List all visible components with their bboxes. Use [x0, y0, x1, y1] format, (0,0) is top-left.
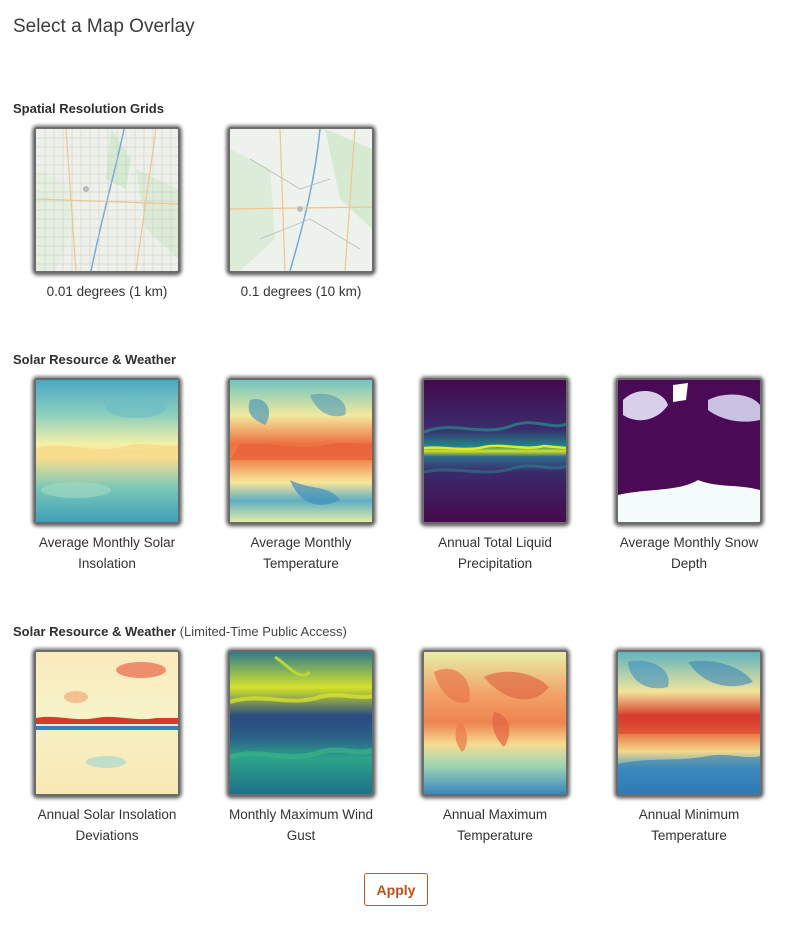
section-heading-solar-weather: Solar Resource & Weather — [13, 352, 177, 367]
overlay-option-grid-10km[interactable]: 0.1 degrees (10 km) — [204, 127, 398, 302]
overlay-option-label: Annual Maximum Temperature — [442, 807, 548, 843]
section-access-note: (Limited-Time Public Access) — [179, 624, 347, 639]
overlay-option-label: Average Monthly Temperature — [250, 535, 352, 571]
page-title: Select a Map Overlay — [13, 16, 195, 37]
overlay-option-insolation-deviations[interactable]: Annual Solar Insolation Deviations — [10, 650, 204, 846]
overlay-option-max-temperature[interactable]: Annual Maximum Temperature — [398, 650, 592, 846]
section-heading-resolution-grids: Spatial Resolution Grids — [13, 101, 164, 116]
min-temperature-thumbnail[interactable] — [616, 650, 762, 796]
overlay-option-label: Monthly Maximum Wind Gust — [228, 807, 374, 843]
solar-weather-limited-options: Annual Solar Insolation Deviations Month… — [10, 650, 786, 846]
wind-gust-thumbnail[interactable] — [228, 650, 374, 796]
section-heading-solar-weather-limited: Solar Resource & Weather (Limited-Time P… — [13, 624, 347, 639]
solar-weather-options: Average Monthly Solar Insolation Average… — [10, 378, 786, 574]
overlay-option-label: Average Monthly Solar Insolation — [38, 535, 176, 571]
overlay-option-grid-1km[interactable]: 0.01 degrees (1 km) — [10, 127, 204, 302]
overlay-option-wind-gust[interactable]: Monthly Maximum Wind Gust — [204, 650, 398, 846]
temperature-thumbnail[interactable] — [228, 378, 374, 524]
resolution-grid-options: 0.01 degrees (1 km) 0.1 degrees (10 km) — [10, 127, 398, 302]
overlay-option-snow-depth[interactable]: Average Monthly Snow Depth — [592, 378, 786, 574]
overlay-option-label: Annual Minimum Temperature — [638, 807, 740, 843]
map-grid-coarse-thumbnail[interactable] — [228, 127, 374, 273]
overlay-option-label: Annual Solar Insolation Deviations — [37, 807, 177, 843]
apply-button[interactable]: Apply — [364, 873, 428, 906]
overlay-option-min-temperature[interactable]: Annual Minimum Temperature — [592, 650, 786, 846]
precipitation-thumbnail[interactable] — [422, 378, 568, 524]
insolation-deviation-thumbnail[interactable] — [34, 650, 180, 796]
overlay-option-solar-insolation[interactable]: Average Monthly Solar Insolation — [10, 378, 204, 574]
overlay-option-temperature[interactable]: Average Monthly Temperature — [204, 378, 398, 574]
overlay-option-precipitation[interactable]: Annual Total Liquid Precipitation — [398, 378, 592, 574]
solar-insolation-thumbnail[interactable] — [34, 378, 180, 524]
overlay-option-label: 0.1 degrees (10 km) — [240, 284, 362, 299]
overlay-option-label: Annual Total Liquid Precipitation — [438, 535, 552, 571]
snow-depth-thumbnail[interactable] — [616, 378, 762, 524]
max-temperature-thumbnail[interactable] — [422, 650, 568, 796]
overlay-option-label: 0.01 degrees (1 km) — [46, 284, 168, 299]
map-grid-fine-thumbnail[interactable] — [34, 127, 180, 273]
overlay-option-label: Average Monthly Snow Depth — [619, 535, 759, 571]
